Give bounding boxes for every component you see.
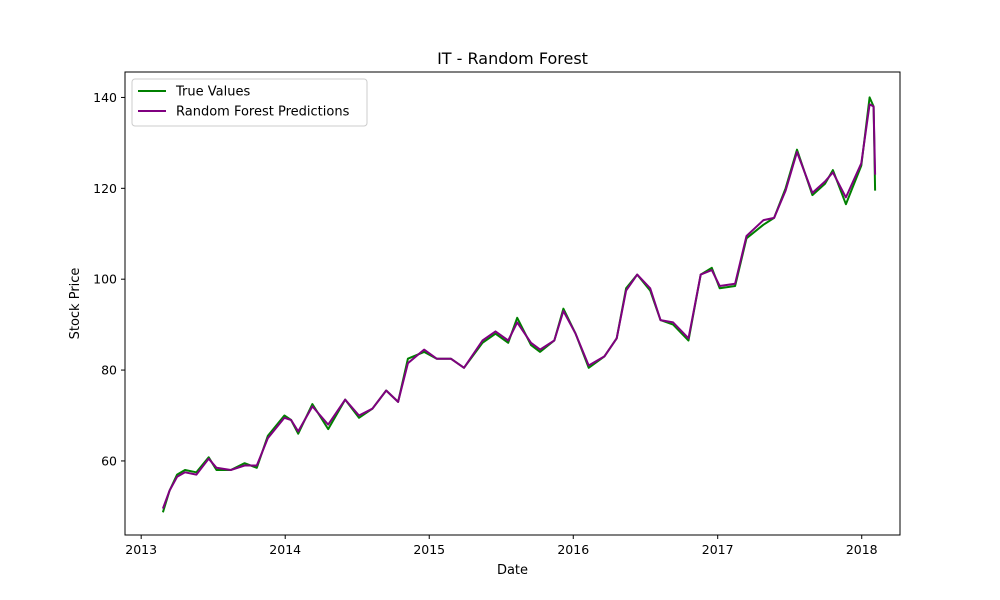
x-tick-label: 2015	[413, 542, 445, 557]
y-axis-label: Stock Price	[68, 268, 83, 340]
y-tick-label: 100	[93, 272, 117, 287]
x-tick-label: 2017	[702, 542, 734, 557]
y-tick-label: 60	[101, 453, 117, 468]
legend: True Values Random Forest Predictions	[131, 78, 368, 127]
series-line-random-forest-predictions	[161, 103, 877, 509]
series-layer	[161, 96, 877, 513]
y-tick-label: 80	[101, 363, 117, 378]
x-axis: 2013 2014 2015 2016 2017 2018	[125, 535, 878, 557]
y-axis: 60 80 100 120 140	[93, 90, 125, 468]
legend-box	[131, 78, 368, 127]
x-tick-label: 2018	[846, 542, 878, 557]
legend-label-true-values: True Values	[175, 85, 250, 100]
x-tick-label: 2013	[125, 542, 157, 557]
x-tick-label: 2016	[557, 542, 589, 557]
chart-title: IT - Random Forest	[437, 49, 588, 68]
y-tick-label: 140	[93, 90, 117, 105]
x-axis-label: Date	[497, 563, 528, 578]
x-tick-label: 2014	[269, 542, 301, 557]
legend-label-random-forest-predictions: Random Forest Predictions	[176, 105, 350, 120]
y-tick-label: 120	[93, 181, 117, 196]
plot-frame	[124, 71, 901, 536]
